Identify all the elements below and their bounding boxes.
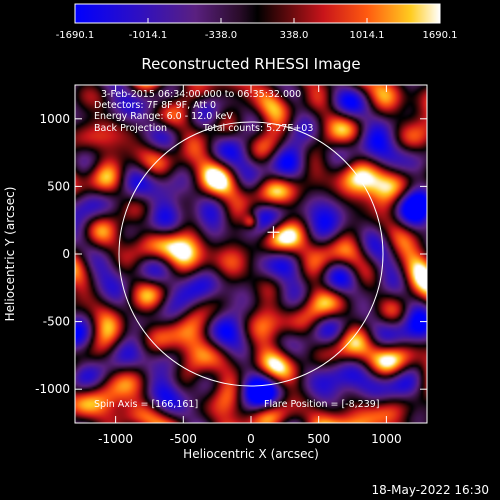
- x-axis-label: Heliocentric X (arcsec): [183, 447, 319, 461]
- colorbar-tick-label: 338.0: [280, 30, 309, 41]
- axis-ticks: [75, 85, 427, 423]
- annotation-method: Back Projection: [94, 123, 167, 134]
- annotation-flare-position: Flare Position = [-8,239]: [264, 399, 380, 410]
- heatmap-image: [75, 85, 427, 423]
- x-tick-label: -1000: [98, 432, 133, 446]
- y-tick-label: 1000: [39, 112, 70, 126]
- colorbar-ticks: -1690.1 -1014.1 -338.0 338.0 1014.1 1690.1: [56, 18, 458, 41]
- spin-axis-marker: [267, 226, 280, 239]
- annotation-detectors: Detectors: 7F 8F 9F, Att 0: [94, 100, 216, 111]
- colorbar-tick-label: -338.0: [205, 30, 237, 41]
- annotation-energy-range: Energy Range: 6.0 - 12.0 keV: [94, 111, 233, 122]
- y-tick-label: -500: [43, 315, 70, 329]
- x-tick-label: 500: [307, 432, 330, 446]
- annotation-time-range: 3-Feb-2015 06:34:00.000 to 06:35:32.000: [101, 89, 301, 100]
- x-tick-label: 0: [247, 432, 255, 446]
- x-tick-label: 1000: [371, 432, 402, 446]
- colorbar-tick-label: 1014.1: [350, 30, 385, 41]
- annotation-spin-axis: Spin Axis = [166,161]: [94, 399, 198, 410]
- solar-limb-circle: [118, 121, 384, 387]
- y-tick-label: 0: [62, 247, 70, 261]
- y-axis-label: Heliocentric Y (arcsec): [3, 187, 17, 322]
- x-tick-label: -500: [170, 432, 197, 446]
- colorbar-tick-label: 1690.1: [423, 30, 458, 41]
- footer-timestamp: 18-May-2022 16:30: [372, 483, 489, 497]
- annotation-total-counts: Total counts: 5.27E+03: [202, 123, 313, 134]
- y-tick-label: -1000: [35, 382, 70, 396]
- y-tick-label: 500: [47, 179, 70, 193]
- colorbar-tick-label: -1014.1: [129, 30, 168, 41]
- chart-title: Reconstructed RHESSI Image: [141, 55, 360, 73]
- axis-tick-labels: -1000 -500 0 500 1000 1000 500 0 -500 -1000: [35, 112, 402, 446]
- colorbar: [74, 3, 441, 24]
- colorbar-tick-label: -1690.1: [56, 30, 95, 41]
